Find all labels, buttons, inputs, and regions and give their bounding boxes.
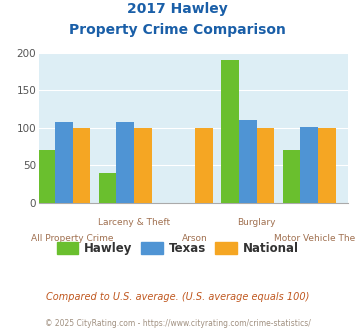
Text: Burglary: Burglary: [237, 218, 276, 227]
Text: Motor Vehicle Theft: Motor Vehicle Theft: [274, 234, 355, 243]
Bar: [99, 173, 116, 203]
Bar: [318, 128, 335, 203]
Bar: [72, 128, 90, 203]
Text: Arson: Arson: [182, 234, 208, 243]
Bar: [283, 150, 300, 203]
Bar: [300, 127, 318, 203]
Text: All Property Crime: All Property Crime: [31, 234, 114, 243]
Text: 2017 Hawley: 2017 Hawley: [127, 2, 228, 16]
Bar: [134, 128, 152, 203]
Text: Larceny & Theft: Larceny & Theft: [98, 218, 170, 227]
Bar: [55, 122, 72, 203]
Legend: Hawley, Texas, National: Hawley, Texas, National: [52, 237, 303, 260]
Bar: [221, 60, 239, 203]
Bar: [37, 150, 55, 203]
Text: Compared to U.S. average. (U.S. average equals 100): Compared to U.S. average. (U.S. average …: [46, 292, 309, 302]
Bar: [257, 128, 274, 203]
Text: Property Crime Comparison: Property Crime Comparison: [69, 23, 286, 37]
Text: © 2025 CityRating.com - https://www.cityrating.com/crime-statistics/: © 2025 CityRating.com - https://www.city…: [45, 319, 310, 328]
Bar: [116, 122, 134, 203]
Bar: [239, 120, 257, 203]
Bar: [195, 128, 213, 203]
